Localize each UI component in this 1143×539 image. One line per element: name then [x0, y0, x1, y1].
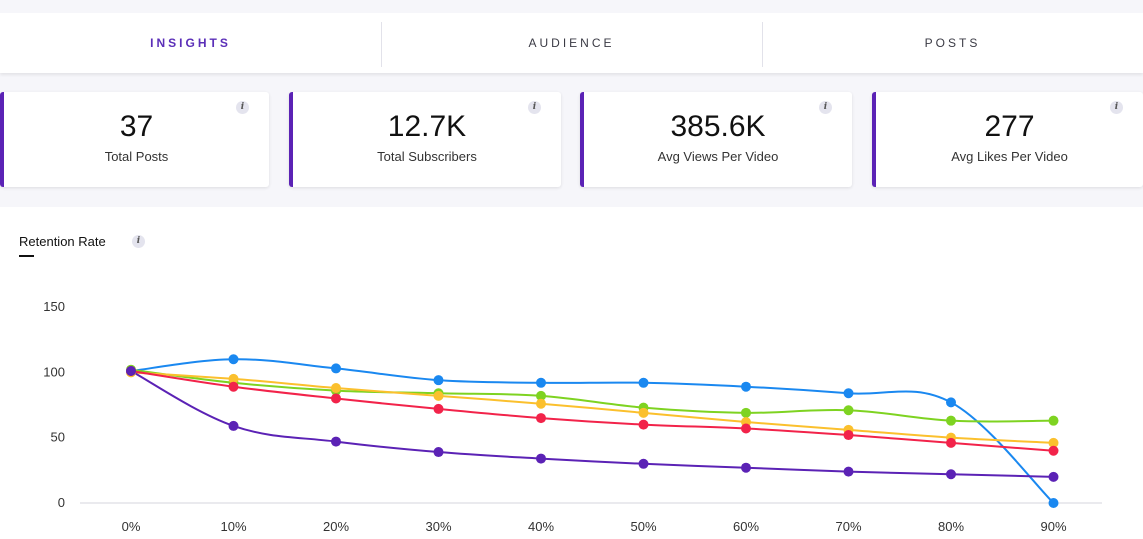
stat-label: Avg Views Per Video	[657, 149, 779, 164]
info-icon[interactable]: i	[528, 101, 541, 114]
data-point-red	[946, 437, 956, 448]
x-tick-label: 70%	[835, 519, 861, 534]
data-point-blue	[741, 381, 751, 392]
tab-audience[interactable]: AUDIENCE	[381, 13, 762, 73]
series-line-red	[130, 370, 1054, 452]
stat-card-total-posts: 37 Total Posts i	[0, 92, 269, 187]
stat-card-avg-likes: 277 Avg Likes Per Video i	[872, 92, 1143, 187]
data-point-purple	[536, 453, 546, 464]
x-tick-label: 20%	[323, 519, 349, 534]
x-tick-label: 90%	[1040, 519, 1066, 534]
data-point-red	[536, 413, 546, 424]
x-tick-label: 50%	[630, 519, 656, 534]
y-tick-label: 0	[58, 495, 65, 510]
stat-label: Total Posts	[104, 149, 169, 164]
stat-card-total-subscribers: 12.7K Total Subscribers i	[289, 92, 561, 187]
data-point-purple	[638, 458, 649, 469]
data-point-yellow	[638, 407, 649, 418]
data-point-red	[741, 423, 751, 434]
stat-card-avg-views: 385.6K Avg Views Per Video i	[580, 92, 852, 187]
data-point-blue	[331, 363, 341, 374]
data-point-green	[843, 405, 854, 416]
series-line-blue	[130, 358, 1055, 504]
data-point-green	[1048, 415, 1059, 426]
data-point-red	[433, 403, 444, 414]
data-point-purple	[741, 462, 751, 473]
data-point-red	[1048, 445, 1059, 456]
x-tick-label: 0%	[122, 519, 141, 534]
title-underline	[19, 255, 34, 257]
data-point-purple	[433, 447, 444, 458]
data-point-purple	[946, 469, 956, 480]
data-point-blue	[946, 397, 956, 408]
data-point-blue	[433, 375, 444, 386]
stats-cards: 37 Total Posts i 12.7K Total Subscribers…	[0, 92, 1143, 187]
info-icon[interactable]: i	[132, 235, 145, 248]
tab-posts[interactable]: POSTS	[762, 13, 1143, 73]
data-point-green	[536, 390, 546, 401]
data-point-yellow	[1048, 437, 1059, 448]
data-point-red	[331, 393, 341, 404]
tab-insights[interactable]: INSIGHTS	[150, 36, 231, 50]
data-point-red	[843, 430, 854, 441]
y-tick-label: 50	[51, 430, 65, 445]
data-point-purple	[228, 420, 239, 431]
data-point-purple	[843, 466, 854, 477]
data-point-blue	[638, 377, 649, 388]
stat-value: 37	[119, 110, 154, 143]
tab-bar: INSIGHTS AUDIENCE POSTS	[0, 13, 1143, 73]
x-tick-label: 10%	[220, 519, 246, 534]
data-point-blue	[228, 354, 239, 365]
series-line-yellow	[130, 371, 1054, 444]
data-point-blue	[843, 388, 854, 399]
data-point-blue	[536, 377, 546, 388]
data-point-red	[228, 381, 239, 392]
retention-title: Retention Rate	[19, 234, 106, 249]
x-tick-label: 40%	[528, 519, 554, 534]
x-tick-label: 60%	[733, 519, 759, 534]
stat-value: 277	[984, 110, 1035, 143]
data-point-green	[741, 407, 751, 418]
stat-label: Avg Likes Per Video	[951, 149, 1068, 164]
data-point-red	[638, 419, 649, 430]
retention-panel: Retention Rate i 0 50 100 150 0% 10% 20% 30% 40%…	[0, 207, 1143, 539]
data-point-blue	[1048, 498, 1059, 508]
x-tick-label: 30%	[425, 519, 451, 534]
stat-label: Total Subscribers	[377, 149, 477, 164]
series-line-purple	[130, 370, 1054, 478]
retention-chart: 0 50 100 150 0% 10% 20% 30% 40% 50% 60% 70% 80% 90%	[43, 299, 1102, 534]
stat-value: 12.7K	[387, 110, 467, 143]
y-tick-label: 150	[43, 299, 65, 314]
data-point-purple	[1048, 471, 1059, 482]
data-point-yellow	[228, 373, 239, 384]
series-line-green	[130, 368, 1054, 423]
y-tick-label: 100	[43, 364, 65, 379]
data-point-yellow	[536, 398, 546, 409]
info-icon[interactable]: i	[1110, 101, 1123, 114]
data-point-purple	[331, 436, 341, 447]
info-icon[interactable]: i	[819, 101, 832, 114]
data-point-green	[946, 415, 956, 426]
data-point-yellow	[433, 390, 444, 401]
data-point-yellow	[331, 383, 341, 394]
x-tick-label: 80%	[938, 519, 964, 534]
stat-value: 385.6K	[670, 110, 766, 143]
info-icon[interactable]: i	[236, 101, 249, 114]
data-point-purple	[126, 366, 136, 377]
